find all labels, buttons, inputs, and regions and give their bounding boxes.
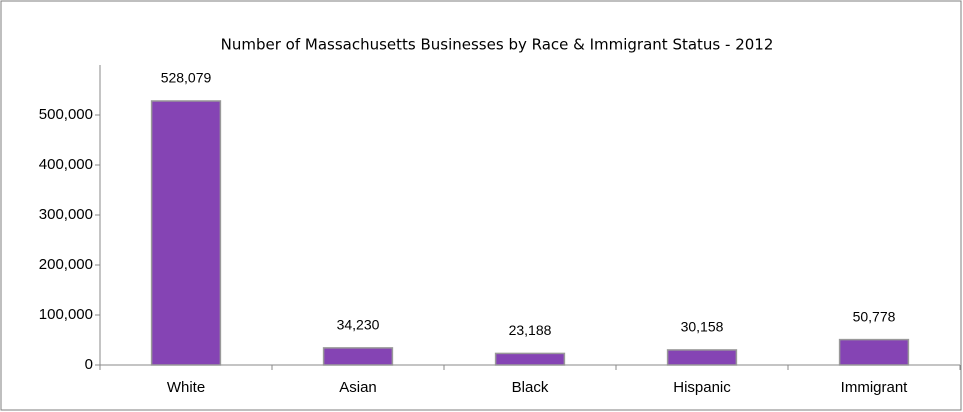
x-tick-label: White	[167, 379, 205, 396]
value-label: 34,230	[337, 317, 380, 333]
x-tick-label: Hispanic	[673, 379, 731, 396]
y-tick-label: 500,000	[39, 106, 93, 123]
bar	[494, 352, 566, 366]
y-tick-label: 400,000	[39, 156, 93, 173]
x-tick-label: Asian	[339, 379, 377, 396]
y-tick-label: 100,000	[39, 306, 93, 323]
value-label: 30,158	[681, 319, 724, 335]
bar	[838, 338, 910, 366]
y-tick-label: 300,000	[39, 206, 93, 223]
value-label: 23,188	[509, 322, 552, 338]
x-tick-label: Black	[512, 379, 549, 396]
bar	[666, 349, 738, 366]
chart-title: Number of Massachusetts Businesses by Ra…	[221, 36, 774, 54]
bar	[322, 347, 394, 366]
x-tick-label: Immigrant	[841, 379, 909, 396]
bar	[150, 100, 222, 366]
value-label: 50,778	[853, 308, 896, 324]
value-label: 528,079	[161, 70, 212, 86]
y-tick-label: 200,000	[39, 256, 93, 273]
y-tick-label: 0	[85, 356, 93, 373]
